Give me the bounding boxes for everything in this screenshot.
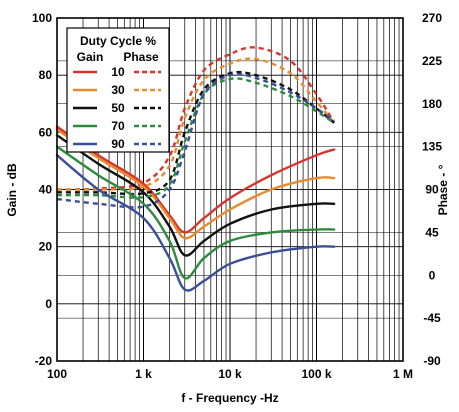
plot-frame — [56, 17, 404, 362]
phase-curve-70 — [56, 77, 335, 199]
y-tick-label-right: -90 — [423, 354, 441, 368]
y-axis-label-left: Gain - dB — [5, 163, 19, 217]
y-tick-label-right: 180 — [422, 97, 442, 111]
curves — [55, 46, 336, 292]
y-tick-label-left: 20 — [39, 240, 53, 254]
legend-rows: 10 30 50 70 90 — [73, 65, 161, 151]
phase-curve-90 — [56, 72, 335, 209]
legend-label-50: 50 — [111, 101, 125, 115]
x-tick-label: 100 k — [301, 367, 331, 381]
x-tick-label: 10 k — [218, 367, 242, 381]
y-tick-label-right: 225 — [422, 54, 442, 68]
y-axis-label-right: Phase - ° — [436, 164, 450, 215]
legend-label-90: 90 — [111, 137, 125, 151]
left-tick-labels: 100 80 60 40 20 0 -20 — [32, 11, 52, 368]
legend-label-10: 10 — [111, 65, 125, 79]
gain-curve-70 — [55, 145, 336, 280]
legend-label-30: 30 — [111, 83, 125, 97]
y-tick-label-left: -20 — [35, 354, 53, 368]
y-tick-label-right: 270 — [422, 11, 442, 25]
legend-label-70: 70 — [111, 119, 125, 133]
y-tick-label-right: 135 — [422, 140, 442, 154]
y-tick-label-right: 90 — [425, 183, 439, 197]
x-axis-label: f - Frequency -Hz — [181, 391, 278, 405]
gain-curve-90 — [55, 154, 336, 292]
y-tick-label-right: -45 — [423, 311, 441, 325]
y-tick-label-left: 0 — [45, 297, 52, 311]
y-tick-label-left: 80 — [39, 68, 53, 82]
y-tick-label-right: 0 — [429, 268, 436, 282]
gain-curve-50 — [55, 133, 336, 257]
legend-title: Duty Cycle % — [80, 34, 156, 48]
y-tick-label-left: 60 — [39, 125, 53, 139]
x-tick-label: 1 k — [135, 367, 152, 381]
right-tick-labels: 270 225 180 135 90 45 0 -45 -90 — [422, 11, 442, 368]
gain-curve-30 — [55, 128, 336, 240]
gain-curve-10 — [55, 125, 336, 234]
phase-curve-30 — [56, 57, 336, 191]
phase-curve-10 — [56, 46, 336, 191]
legend-col-gain: Gain — [77, 50, 104, 64]
y-tick-label-left: 100 — [32, 11, 52, 25]
legend-col-phase: Phase — [123, 50, 159, 64]
x-tick-labels: 100 1 k 10 k 100 k 1 M — [47, 367, 413, 381]
legend: Duty Cycle % Gain Phase 10 30 50 70 90 — [66, 27, 170, 153]
y-tick-label-right: 45 — [425, 225, 439, 239]
x-tick-label: 1 M — [393, 367, 413, 381]
y-tick-label-left: 40 — [39, 183, 53, 197]
x-tick-label: 100 — [47, 367, 67, 381]
